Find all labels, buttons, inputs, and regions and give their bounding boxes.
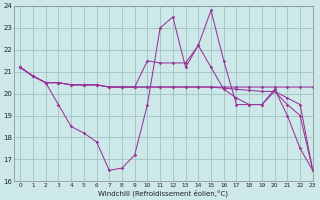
X-axis label: Windchill (Refroidissement éolien,°C): Windchill (Refroidissement éolien,°C) [98,189,228,197]
